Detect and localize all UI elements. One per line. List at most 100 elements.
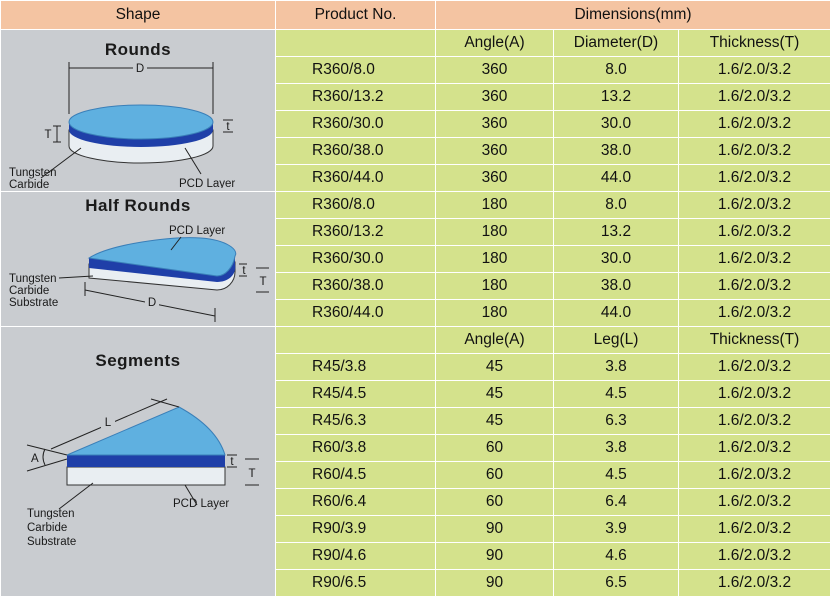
half-rounds-t-big-label: T [259, 276, 266, 288]
header-product-no: Product No. [276, 1, 436, 30]
leg-cell: 6.5 [554, 570, 679, 597]
half-rounds-title: Half Rounds [1, 196, 275, 216]
diameter-cell: 38.0 [554, 273, 679, 300]
header-shape: Shape [1, 1, 276, 30]
diameter-cell: 44.0 [554, 165, 679, 192]
thickness-cell: 1.6/2.0/3.2 [679, 84, 830, 111]
angle-cell: 90 [436, 543, 554, 570]
rounds-d-label: D [136, 63, 144, 75]
angle-cell: 360 [436, 165, 554, 192]
product-no-cell: R360/38.0 [276, 138, 436, 165]
thickness-cell: 1.6/2.0/3.2 [679, 57, 830, 84]
segments-substrate-label-1: Tungsten [27, 508, 75, 520]
leg-cell: 4.5 [554, 381, 679, 408]
angle-cell: 180 [436, 300, 554, 327]
leg-cell: 3.8 [554, 354, 679, 381]
thickness-cell: 1.6/2.0/3.2 [679, 381, 830, 408]
angle-cell: 180 [436, 219, 554, 246]
angle-cell: 60 [436, 462, 554, 489]
half-rounds-substrate-label-3: Substrate [9, 297, 58, 309]
rounds-substrate-label-2: Carbide [9, 179, 49, 188]
angle-cell: 45 [436, 381, 554, 408]
product-no-cell: R360/13.2 [276, 84, 436, 111]
thickness-cell: 1.6/2.0/3.2 [679, 165, 830, 192]
product-no-cell: R360/8.0 [276, 57, 436, 84]
half-rounds-substrate-label-2: Carbide [9, 285, 49, 297]
rounds-title: Rounds [1, 40, 275, 60]
segments-title: Segments [1, 351, 275, 371]
segments-t-big-label: T [248, 468, 255, 480]
rounds-col-angle: Angle(A) [436, 30, 554, 57]
segments-pcd-label: PCD Layer [173, 498, 229, 510]
product-no-cell: R90/3.9 [276, 516, 436, 543]
diameter-cell: 30.0 [554, 111, 679, 138]
thickness-cell: 1.6/2.0/3.2 [679, 543, 830, 570]
thickness-cell: 1.6/2.0/3.2 [679, 354, 830, 381]
diameter-cell: 13.2 [554, 84, 679, 111]
thickness-cell: 1.6/2.0/3.2 [679, 273, 830, 300]
segments-l-label: L [105, 417, 112, 429]
half-rounds-substrate-label-1: Tungsten [9, 273, 57, 285]
diameter-cell: 44.0 [554, 300, 679, 327]
segments-col-blank [276, 327, 436, 354]
thickness-cell: 1.6/2.0/3.2 [679, 111, 830, 138]
leg-cell: 3.8 [554, 435, 679, 462]
leg-cell: 6.3 [554, 408, 679, 435]
angle-cell: 360 [436, 57, 554, 84]
segments-shape-cell: Segments L [1, 327, 276, 597]
angle-cell: 360 [436, 138, 554, 165]
half-rounds-pcd-label: PCD Layer [169, 225, 225, 237]
leg-cell: 6.4 [554, 489, 679, 516]
segments-col-angle: Angle(A) [436, 327, 554, 354]
diameter-cell: 38.0 [554, 138, 679, 165]
rounds-shape-cell: Rounds D [1, 30, 276, 192]
angle-cell: 45 [436, 354, 554, 381]
diameter-cell: 13.2 [554, 219, 679, 246]
product-no-cell: R60/4.5 [276, 462, 436, 489]
half-rounds-shape-cell: Half Rounds PCD Layer t T [1, 192, 276, 327]
diameter-cell: 30.0 [554, 246, 679, 273]
thickness-cell: 1.6/2.0/3.2 [679, 138, 830, 165]
thickness-cell: 1.6/2.0/3.2 [679, 570, 830, 597]
rounds-col-blank [276, 30, 436, 57]
thickness-cell: 1.6/2.0/3.2 [679, 219, 830, 246]
half-rounds-t-small-label: t [242, 265, 246, 277]
segments-substrate-label-3: Substrate [27, 536, 76, 548]
angle-cell: 360 [436, 111, 554, 138]
angle-cell: 90 [436, 516, 554, 543]
product-no-cell: R60/6.4 [276, 489, 436, 516]
rounds-column-header-row: Rounds D [1, 30, 830, 57]
header-dimensions: Dimensions(mm) [436, 1, 830, 30]
thickness-cell: 1.6/2.0/3.2 [679, 408, 830, 435]
leg-cell: 4.5 [554, 462, 679, 489]
segments-column-header-row: Segments L [1, 327, 830, 354]
product-no-cell: R60/3.8 [276, 435, 436, 462]
thickness-cell: 1.6/2.0/3.2 [679, 462, 830, 489]
product-no-cell: R360/8.0 [276, 192, 436, 219]
segments-col-leg: Leg(L) [554, 327, 679, 354]
rounds-t-small-label: t [226, 121, 230, 133]
rounds-pcd-label: PCD Layer [179, 178, 235, 188]
table-row: Half Rounds PCD Layer t T [1, 192, 830, 219]
rounds-substrate-label-1: Tungsten [9, 167, 57, 179]
half-rounds-d-label: D [148, 297, 156, 309]
thickness-cell: 1.6/2.0/3.2 [679, 435, 830, 462]
thickness-cell: 1.6/2.0/3.2 [679, 516, 830, 543]
diameter-cell: 8.0 [554, 192, 679, 219]
product-no-cell: R360/30.0 [276, 111, 436, 138]
angle-cell: 180 [436, 273, 554, 300]
thickness-cell: 1.6/2.0/3.2 [679, 192, 830, 219]
product-no-cell: R360/44.0 [276, 300, 436, 327]
segments-a-label: A [31, 453, 39, 465]
rounds-t-big-label: T [44, 129, 51, 141]
segments-t-small-label: t [230, 456, 234, 468]
diameter-cell: 8.0 [554, 57, 679, 84]
thickness-cell: 1.6/2.0/3.2 [679, 246, 830, 273]
product-no-cell: R360/38.0 [276, 273, 436, 300]
product-no-cell: R360/30.0 [276, 246, 436, 273]
product-no-cell: R360/44.0 [276, 165, 436, 192]
product-no-cell: R360/13.2 [276, 219, 436, 246]
leg-cell: 4.6 [554, 543, 679, 570]
angle-cell: 90 [436, 570, 554, 597]
